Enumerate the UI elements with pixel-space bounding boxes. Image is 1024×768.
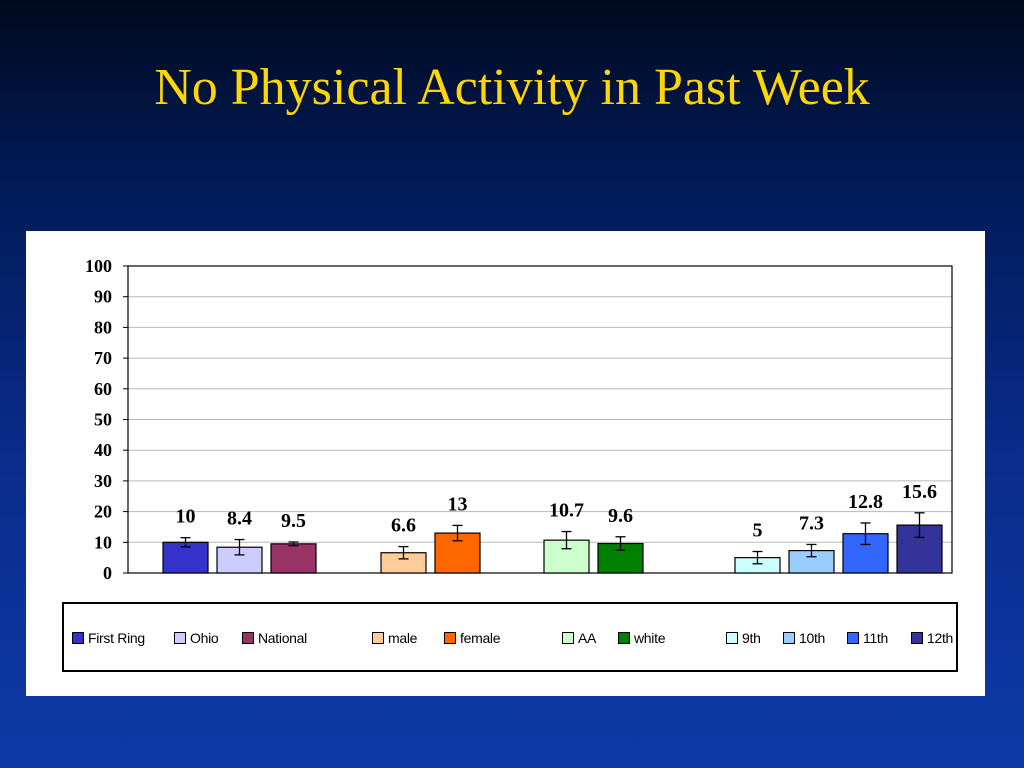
y-tick-label: 0 bbox=[103, 563, 112, 583]
legend-swatch bbox=[562, 632, 574, 644]
y-tick-label: 60 bbox=[94, 379, 112, 399]
legend-item: National bbox=[242, 630, 307, 646]
legend-label: Ohio bbox=[190, 630, 219, 646]
legend-label: female bbox=[460, 630, 501, 646]
legend-swatch bbox=[783, 632, 795, 644]
y-tick-label: 40 bbox=[94, 440, 112, 460]
legend-label: AA bbox=[578, 630, 597, 646]
legend-item: white bbox=[618, 630, 665, 646]
y-tick-label: 30 bbox=[94, 471, 112, 491]
slide-title: No Physical Activity in Past Week bbox=[154, 59, 870, 116]
data-label: 13 bbox=[448, 493, 468, 515]
legend-swatch bbox=[726, 632, 738, 644]
data-label: 9.6 bbox=[608, 505, 633, 527]
legend-item: 10th bbox=[783, 630, 825, 646]
y-tick-label: 100 bbox=[85, 256, 112, 276]
legend-label: 10th bbox=[799, 630, 826, 646]
legend-item: 9th bbox=[726, 630, 761, 646]
data-label: 10 bbox=[176, 506, 196, 528]
legend-item: First Ring bbox=[72, 630, 145, 646]
legend-label: white bbox=[634, 630, 666, 646]
legend-label: 9th bbox=[742, 630, 761, 646]
legend-label: First Ring bbox=[88, 630, 145, 646]
y-tick-label: 70 bbox=[94, 348, 112, 368]
data-label: 5 bbox=[753, 520, 763, 542]
legend-item: Ohio bbox=[174, 630, 219, 646]
data-label: 15.6 bbox=[902, 481, 937, 503]
bar bbox=[270, 543, 317, 574]
legend-item: female bbox=[444, 630, 501, 646]
legend-swatch bbox=[911, 632, 923, 644]
data-label: 10.7 bbox=[549, 500, 584, 522]
legend-item: male bbox=[372, 630, 417, 646]
legend-label: 11th bbox=[863, 630, 889, 646]
legend-swatch bbox=[847, 632, 859, 644]
data-label: 7.3 bbox=[799, 512, 824, 534]
y-tick-label: 10 bbox=[94, 532, 112, 552]
legend-swatch bbox=[174, 632, 186, 644]
y-tick-label: 90 bbox=[94, 287, 112, 307]
legend-item: 12th bbox=[911, 630, 953, 646]
data-label: 12.8 bbox=[848, 491, 883, 513]
legend-item: AA bbox=[562, 630, 596, 646]
data-label: 6.6 bbox=[391, 515, 416, 537]
plot-area bbox=[127, 265, 953, 574]
legend-swatch bbox=[72, 632, 84, 644]
y-tick-label: 50 bbox=[94, 410, 112, 430]
legend-swatch bbox=[444, 632, 456, 644]
legend-item: 11th bbox=[847, 630, 888, 646]
data-label: 9.5 bbox=[281, 510, 306, 532]
chart-legend: First Ring Ohio National male female AA white 9… bbox=[62, 602, 958, 672]
bar-chart: 0 10 20 30 40 50 60 70 80 90 100 10 8.4 9.5 6.6 13 10.7 9… bbox=[85, 256, 953, 583]
legend-swatch bbox=[372, 632, 384, 644]
data-label: 8.4 bbox=[227, 508, 252, 530]
legend-swatch bbox=[242, 632, 254, 644]
y-tick-label: 20 bbox=[94, 502, 112, 522]
legend-label: National bbox=[258, 630, 307, 646]
legend-label: 12th bbox=[927, 630, 954, 646]
y-tick-label: 80 bbox=[94, 317, 112, 337]
legend-swatch bbox=[618, 632, 630, 644]
legend-label: male bbox=[388, 630, 418, 646]
